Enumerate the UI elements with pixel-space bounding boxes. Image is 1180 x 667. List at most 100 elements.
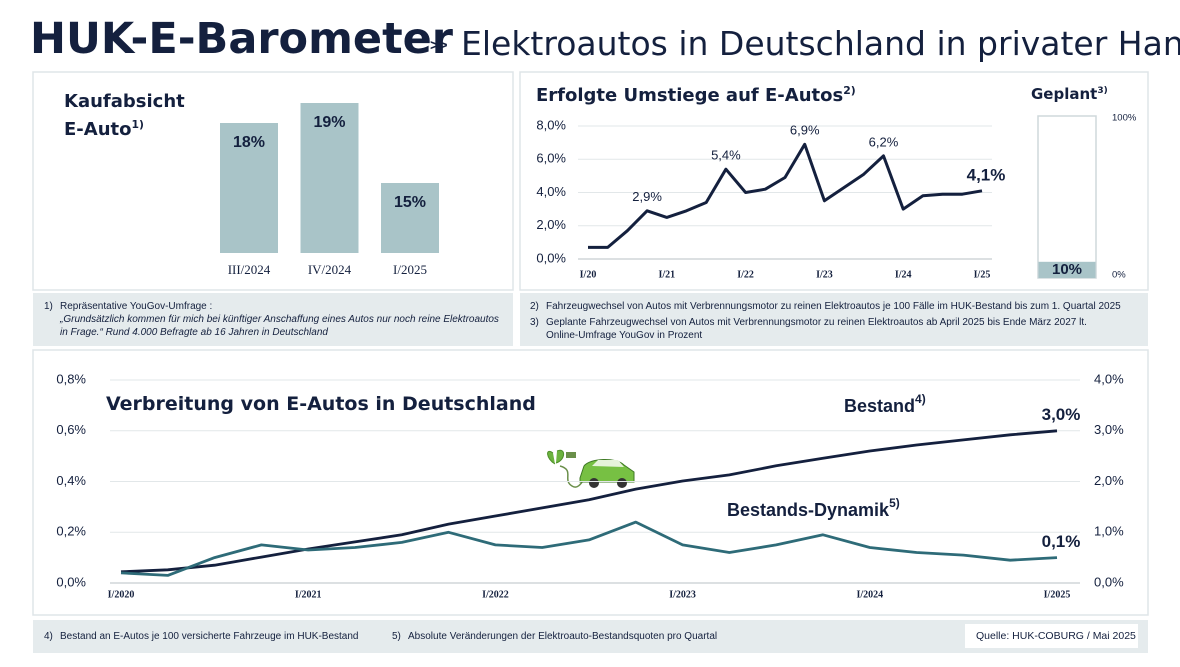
y-tick-label: 0,4% bbox=[56, 473, 86, 488]
chart-title: Erfolgte Umstiege auf E-Autos2) bbox=[536, 84, 856, 106]
x-tick-label: I/2025 bbox=[393, 262, 427, 277]
car-window bbox=[592, 460, 624, 467]
title-note: 2) bbox=[843, 84, 856, 97]
series-label: Bestands-Dynamik5) bbox=[727, 496, 900, 520]
title-note: 1) bbox=[131, 118, 144, 131]
footnote: 3) Geplante Fahrzeugwechsel von Autos mit… bbox=[530, 316, 1130, 342]
note-strip bbox=[33, 620, 1148, 653]
value-label: 18% bbox=[233, 134, 265, 151]
y2-tick-label: 1,0% bbox=[1094, 524, 1124, 539]
bar bbox=[381, 183, 439, 253]
value-label: 19% bbox=[313, 114, 345, 131]
y-tick-label: 0,0% bbox=[56, 574, 86, 589]
x-tick-label: I/2025 bbox=[1044, 589, 1071, 600]
title-text: Kaufabsicht E-Auto bbox=[64, 91, 185, 140]
bar bbox=[1038, 261, 1096, 278]
y-tick-label: 0,2% bbox=[56, 524, 86, 539]
series-note: 4) bbox=[915, 392, 926, 406]
y2-tick-label: 2,0% bbox=[1094, 473, 1124, 488]
value-label: 10% bbox=[1052, 261, 1082, 278]
y-tick-label: 0,6% bbox=[56, 422, 86, 437]
source-box bbox=[965, 624, 1138, 648]
footnote: 4) Bestand an E-Autos je 100 versicherte … bbox=[44, 630, 384, 643]
footnote-mark: 2) bbox=[530, 301, 539, 312]
wheel bbox=[589, 478, 599, 488]
footnote-text: Absolute Veränderungen der Elektroauto-B… bbox=[408, 631, 718, 642]
page-subtitle: Elektroautos in Deutschland in privater … bbox=[461, 24, 1180, 63]
x-tick-label: I/2023 bbox=[669, 589, 696, 600]
page-title: HUK-E-Barometer bbox=[30, 14, 453, 64]
footnote-mark: 3) bbox=[530, 317, 539, 328]
footnote-text: Repräsentative YouGov-Umfrage : bbox=[60, 301, 213, 312]
footnote-text: Fahrzeugwechsel von Autos mit Verbrennun… bbox=[546, 301, 1121, 312]
value-label: 6,2% bbox=[869, 134, 899, 149]
separator: >> bbox=[430, 37, 448, 54]
x-tick-label: I/23 bbox=[816, 269, 833, 280]
line bbox=[588, 142, 983, 249]
value-label: 15% bbox=[394, 194, 426, 211]
x-tick-label: I/2021 bbox=[295, 589, 322, 600]
series-label: Bestand4) bbox=[844, 392, 926, 416]
source: Quelle: HUK-COBURG / Mai 2025 bbox=[976, 630, 1136, 642]
note-strip bbox=[520, 293, 1148, 346]
x-tick-label: I/2024 bbox=[856, 589, 883, 600]
y-tick-label: 0% bbox=[1112, 270, 1126, 281]
y2-tick-label: 4,0% bbox=[1094, 371, 1124, 386]
footnote: 2) Fahrzeugwechsel von Autos mit Verbrenn… bbox=[530, 300, 1140, 313]
gauge-frame bbox=[1037, 115, 1097, 279]
footnote-text: Bestand an E-Autos je 100 versicherte Fa… bbox=[60, 631, 359, 642]
x-tick-label: I/25 bbox=[974, 269, 991, 280]
chart-title: Geplant3) bbox=[1031, 85, 1108, 103]
footnote-quote: „Grundsätzlich kommen für mich bei künft… bbox=[60, 314, 499, 338]
y-tick-label: 2,0% bbox=[536, 217, 566, 232]
y-tick-label: 0,0% bbox=[536, 250, 566, 265]
footnote-text: Geplante Fahrzeugwechsel von Autos mit V… bbox=[546, 317, 1087, 341]
plug bbox=[566, 452, 576, 458]
title-text: Erfolgte Umstiege auf E-Autos bbox=[536, 85, 844, 106]
value-label: 4,1% bbox=[967, 165, 1006, 184]
footnote: 1) Repräsentative YouGov-Umfrage : „Grunds… bbox=[44, 300, 504, 339]
x-tick-label: I/2020 bbox=[108, 589, 135, 600]
value-label: 5,4% bbox=[711, 148, 741, 163]
bar bbox=[300, 103, 359, 253]
x-tick-label: I/21 bbox=[658, 269, 675, 280]
y-tick-label: 0,8% bbox=[56, 371, 86, 386]
leaf bbox=[547, 449, 565, 465]
x-tick-label: IV/2024 bbox=[308, 262, 352, 277]
note-strip bbox=[33, 293, 513, 346]
value-label: 0,1% bbox=[1042, 532, 1081, 551]
series-name: Bestand bbox=[844, 396, 915, 416]
y-tick-label: 100% bbox=[1112, 113, 1137, 124]
title-note: 3) bbox=[1097, 86, 1108, 96]
footnote-mark: 5) bbox=[392, 631, 401, 642]
line bbox=[120, 429, 1058, 574]
note-strips bbox=[33, 293, 1148, 653]
value-label: 6,9% bbox=[790, 123, 820, 138]
footnote: 5) Absolute Veränderungen der Elektroauto… bbox=[392, 630, 752, 643]
y-tick-label: 4,0% bbox=[536, 184, 566, 199]
title-text: Geplant bbox=[1031, 85, 1098, 103]
x-tick-label: I/22 bbox=[737, 269, 754, 280]
line bbox=[120, 520, 1058, 577]
wheel bbox=[617, 478, 627, 488]
value-label: 3,0% bbox=[1042, 405, 1081, 424]
chart-title: Verbreitung von E-Autos in Deutschland bbox=[106, 393, 536, 415]
y-tick-label: 6,0% bbox=[536, 151, 566, 166]
bar bbox=[220, 123, 278, 253]
x-tick-label: III/2024 bbox=[228, 262, 271, 277]
footnote-mark: 1) bbox=[44, 301, 53, 312]
y2-tick-label: 3,0% bbox=[1094, 422, 1124, 437]
car-icon bbox=[547, 449, 635, 488]
x-tick-label: I/2022 bbox=[482, 589, 509, 600]
y2-tick-label: 0,0% bbox=[1094, 574, 1124, 589]
y-tick-label: 8,0% bbox=[536, 117, 566, 132]
chart-title: Kaufabsicht E-Auto1) bbox=[64, 90, 194, 141]
x-tick-label: I/24 bbox=[895, 269, 912, 280]
series-note: 5) bbox=[889, 496, 900, 510]
series-name: Bestands-Dynamik bbox=[727, 500, 890, 520]
value-label: 2,9% bbox=[632, 189, 662, 204]
footnote-mark: 4) bbox=[44, 631, 53, 642]
x-tick-label: I/20 bbox=[580, 269, 597, 280]
